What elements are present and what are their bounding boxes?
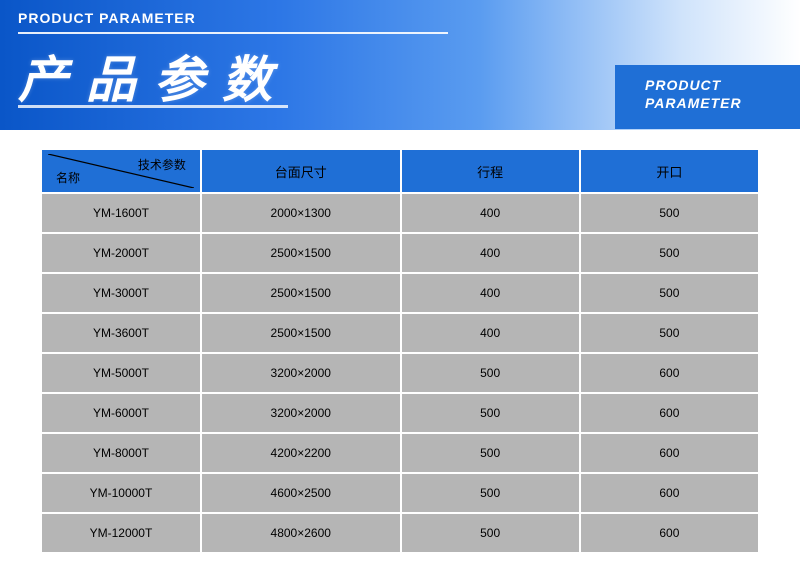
banner-top-label: PRODUCT PARAMETER bbox=[18, 10, 196, 26]
cell-size: 2500×1500 bbox=[202, 274, 400, 312]
cell-name: YM-8000T bbox=[42, 434, 200, 472]
table-header-row: 技术参数 名称 台面尺寸 行程 开口 bbox=[42, 150, 758, 192]
cell-open: 600 bbox=[581, 474, 758, 512]
cell-stroke: 500 bbox=[402, 394, 579, 432]
table-row: YM-8000T 4200×2200 500 600 bbox=[42, 434, 758, 472]
header-col-stroke: 行程 bbox=[402, 150, 579, 192]
cell-stroke: 500 bbox=[402, 354, 579, 392]
cell-stroke: 500 bbox=[402, 514, 579, 552]
banner: PRODUCT PARAMETER 产品参数 PRODUCT PARAMETER bbox=[0, 0, 800, 130]
banner-title-underline bbox=[18, 105, 288, 108]
cell-name: YM-1600T bbox=[42, 194, 200, 232]
spec-table: 技术参数 名称 台面尺寸 行程 开口 YM-1600T 2000×1300 40… bbox=[40, 148, 760, 554]
cell-size: 3200×2000 bbox=[202, 394, 400, 432]
table-container: 技术参数 名称 台面尺寸 行程 开口 YM-1600T 2000×1300 40… bbox=[0, 130, 800, 554]
cell-open: 600 bbox=[581, 434, 758, 472]
table-row: YM-6000T 3200×2000 500 600 bbox=[42, 394, 758, 432]
header-top-right-label: 技术参数 bbox=[138, 156, 186, 173]
table-row: YM-12000T 4800×2600 500 600 bbox=[42, 514, 758, 552]
cell-size: 2500×1500 bbox=[202, 314, 400, 352]
cell-name: YM-12000T bbox=[42, 514, 200, 552]
header-diagonal: 技术参数 名称 bbox=[42, 150, 200, 192]
header-col-size: 台面尺寸 bbox=[202, 150, 400, 192]
cell-stroke: 400 bbox=[402, 314, 579, 352]
cell-name: YM-6000T bbox=[42, 394, 200, 432]
cell-stroke: 400 bbox=[402, 194, 579, 232]
banner-right-line2: PARAMETER bbox=[615, 93, 800, 111]
table-row: YM-5000T 3200×2000 500 600 bbox=[42, 354, 758, 392]
cell-name: YM-3000T bbox=[42, 274, 200, 312]
cell-size: 2000×1300 bbox=[202, 194, 400, 232]
cell-open: 500 bbox=[581, 314, 758, 352]
cell-open: 600 bbox=[581, 394, 758, 432]
table-row: YM-3000T 2500×1500 400 500 bbox=[42, 274, 758, 312]
cell-open: 500 bbox=[581, 274, 758, 312]
table-row: YM-1600T 2000×1300 400 500 bbox=[42, 194, 758, 232]
table-row: YM-10000T 4600×2500 500 600 bbox=[42, 474, 758, 512]
cell-name: YM-3600T bbox=[42, 314, 200, 352]
cell-stroke: 400 bbox=[402, 234, 579, 272]
cell-size: 2500×1500 bbox=[202, 234, 400, 272]
header-bottom-left-label: 名称 bbox=[56, 169, 80, 186]
cell-size: 4600×2500 bbox=[202, 474, 400, 512]
table-row: YM-2000T 2500×1500 400 500 bbox=[42, 234, 758, 272]
banner-right-block: PRODUCT PARAMETER bbox=[615, 65, 800, 129]
table-row: YM-3600T 2500×1500 400 500 bbox=[42, 314, 758, 352]
header-col-open: 开口 bbox=[581, 150, 758, 192]
cell-size: 3200×2000 bbox=[202, 354, 400, 392]
banner-title-cn: 产品参数 bbox=[18, 40, 290, 112]
cell-open: 600 bbox=[581, 514, 758, 552]
cell-stroke: 400 bbox=[402, 274, 579, 312]
cell-name: YM-5000T bbox=[42, 354, 200, 392]
cell-name: YM-10000T bbox=[42, 474, 200, 512]
table-body: YM-1600T 2000×1300 400 500 YM-2000T 2500… bbox=[42, 194, 758, 552]
cell-open: 500 bbox=[581, 194, 758, 232]
cell-stroke: 500 bbox=[402, 434, 579, 472]
cell-size: 4800×2600 bbox=[202, 514, 400, 552]
cell-open: 600 bbox=[581, 354, 758, 392]
cell-open: 500 bbox=[581, 234, 758, 272]
cell-stroke: 500 bbox=[402, 474, 579, 512]
banner-rule bbox=[18, 32, 448, 34]
cell-size: 4200×2200 bbox=[202, 434, 400, 472]
cell-name: YM-2000T bbox=[42, 234, 200, 272]
banner-right-line1: PRODUCT bbox=[615, 65, 800, 93]
